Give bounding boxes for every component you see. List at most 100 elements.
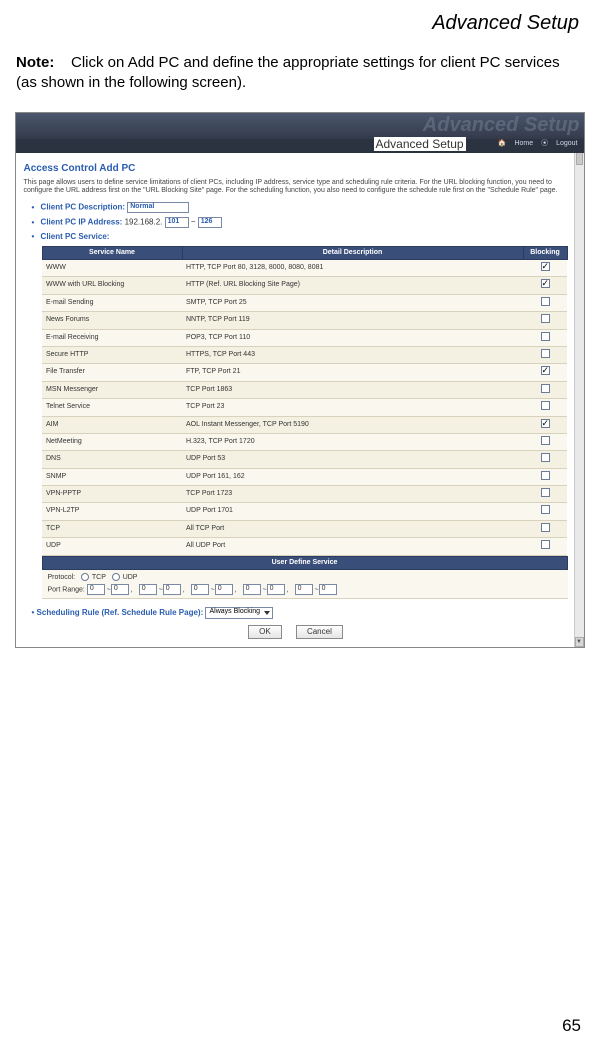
home-label: Home (514, 140, 533, 147)
scrollbar[interactable]: ▲ ▼ (574, 113, 584, 647)
table-row: UDPAll UDP Port (42, 538, 567, 555)
blocking-checkbox[interactable] (541, 488, 550, 497)
port-from-input[interactable]: 0 (191, 584, 209, 595)
home-link[interactable]: 🏠 Home (498, 140, 533, 147)
port-from-input[interactable]: 0 (295, 584, 313, 595)
blocking-checkbox[interactable] (541, 401, 550, 410)
topnav-links: 🏠 Home ⦿ Logout (492, 140, 578, 148)
svc-block-cell (523, 259, 567, 276)
port-to-input[interactable]: 0 (215, 584, 233, 595)
service-table: Service Name Detail Description Blocking… (42, 246, 568, 556)
svc-block-cell (523, 294, 567, 311)
desc-row: • Client PC Description: Normal (32, 202, 568, 213)
note-label: Note: (16, 54, 54, 71)
table-row: E-mail SendingSMTP, TCP Port 25 (42, 294, 567, 311)
document-page: Advanced Setup Note: Click on Add PC and… (0, 0, 599, 1046)
svc-block-cell (523, 346, 567, 363)
svc-block-cell (523, 416, 567, 433)
svc-block-cell (523, 538, 567, 555)
sched-row: • Scheduling Rule (Ref. Schedule Rule Pa… (32, 607, 568, 619)
table-row: Secure HTTPHTTPS, TCP Port 443 (42, 346, 567, 363)
svc-block-cell (523, 381, 567, 398)
svc-block-cell (523, 312, 567, 329)
cancel-button[interactable]: Cancel (296, 625, 343, 639)
table-row: NetMeetingH.323, TCP Port 1720 (42, 433, 567, 450)
logout-link[interactable]: ⦿ Logout (541, 140, 577, 147)
tcp-radio[interactable] (81, 573, 89, 581)
table-header-row: Service Name Detail Description Blocking (42, 246, 567, 259)
blocking-checkbox[interactable] (541, 505, 550, 514)
svc-detail: TCP Port 1723 (182, 486, 523, 503)
blocking-checkbox[interactable] (541, 540, 550, 549)
table-row: AIMAOL Instant Messenger, TCP Port 5190 (42, 416, 567, 433)
uds-header: User Define Service (42, 556, 568, 570)
protocol-label: Protocol: (48, 574, 76, 581)
port-from-input[interactable]: 0 (87, 584, 105, 595)
svc-name: AIM (42, 416, 182, 433)
port-from-input[interactable]: 0 (139, 584, 157, 595)
blocking-checkbox[interactable] (541, 366, 550, 375)
svc-detail: UDP Port 53 (182, 451, 523, 468)
topbar: Advanced Setup (16, 113, 584, 139)
blocking-checkbox[interactable] (541, 419, 550, 428)
svc-detail: HTTP, TCP Port 80, 3128, 8000, 8080, 808… (182, 259, 523, 276)
scroll-down-icon[interactable]: ▼ (575, 637, 584, 647)
svc-detail: AOL Instant Messenger, TCP Port 5190 (182, 416, 523, 433)
table-row: MSN MessengerTCP Port 1863 (42, 381, 567, 398)
udp-radio[interactable] (112, 573, 120, 581)
svc-block-cell (523, 503, 567, 520)
port-range-row: Port Range: 0 ~0 ,0 ~0 ,0 ~0 ,0 ~0 ,0 ~0 (48, 584, 562, 595)
ip-to-input[interactable]: 126 (198, 217, 222, 228)
svc-detail: UDP Port 1701 (182, 503, 523, 520)
svc-row-label: • Client PC Service: (32, 232, 568, 242)
port-to-input[interactable]: 0 (267, 584, 285, 595)
ok-button[interactable]: OK (248, 625, 282, 639)
port-to-input[interactable]: 0 (319, 584, 337, 595)
blocking-checkbox[interactable] (541, 471, 550, 480)
blocking-checkbox[interactable] (541, 436, 550, 445)
blocking-checkbox[interactable] (541, 453, 550, 462)
svc-name: Telnet Service (42, 399, 182, 416)
blocking-checkbox[interactable] (541, 523, 550, 532)
table-row: WWWHTTP, TCP Port 80, 3128, 8000, 8080, … (42, 259, 567, 276)
table-row: File TransferFTP, TCP Port 21 (42, 364, 567, 381)
ip-from-input[interactable]: 101 (165, 217, 189, 228)
svc-detail: H.323, TCP Port 1720 (182, 433, 523, 450)
svc-block-cell (523, 451, 567, 468)
blocking-checkbox[interactable] (541, 349, 550, 358)
svc-block-cell (523, 520, 567, 537)
port-pair: 0 ~0 , (87, 584, 133, 595)
svc-name: SNMP (42, 468, 182, 485)
svc-name: E-mail Sending (42, 294, 182, 311)
svc-detail: FTP, TCP Port 21 (182, 364, 523, 381)
ip-tilde: ~ (191, 218, 198, 227)
blocking-checkbox[interactable] (541, 314, 550, 323)
col-block: Blocking (523, 246, 567, 259)
col-detail: Detail Description (182, 246, 523, 259)
blocking-checkbox[interactable] (541, 279, 550, 288)
port-to-input[interactable]: 0 (111, 584, 129, 595)
table-row: Telnet ServiceTCP Port 23 (42, 399, 567, 416)
port-sep: , (181, 587, 185, 594)
blocking-checkbox[interactable] (541, 332, 550, 341)
port-from-input[interactable]: 0 (243, 584, 261, 595)
desc-label: Client PC Description: (41, 203, 125, 212)
port-pair: 0 ~0 (295, 584, 337, 595)
svc-label: Client PC Service: (41, 232, 110, 241)
svc-name: DNS (42, 451, 182, 468)
svc-detail: TCP Port 1863 (182, 381, 523, 398)
table-row: E-mail ReceivingPOP3, TCP Port 110 (42, 329, 567, 346)
port-sep: , (129, 587, 133, 594)
blocking-checkbox[interactable] (541, 384, 550, 393)
udp-label: UDP (123, 574, 138, 581)
blocking-checkbox[interactable] (541, 262, 550, 271)
sched-select[interactable]: Always Blocking (205, 607, 273, 619)
table-row: DNSUDP Port 53 (42, 451, 567, 468)
svc-name: MSN Messenger (42, 381, 182, 398)
blocking-checkbox[interactable] (541, 297, 550, 306)
screenshot-region: ▲ ▼ Advanced Setup Advanced Setup 🏠 Home… (15, 112, 585, 648)
desc-input[interactable]: Normal (127, 202, 189, 213)
button-row: OK Cancel (24, 625, 568, 639)
port-to-input[interactable]: 0 (163, 584, 181, 595)
svc-name: VPN-PPTP (42, 486, 182, 503)
